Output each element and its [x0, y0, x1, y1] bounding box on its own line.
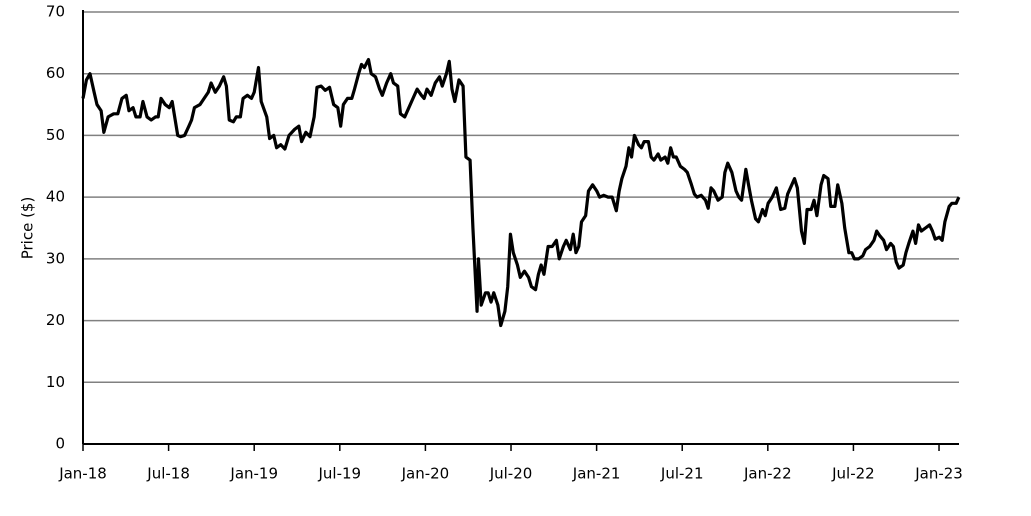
- x-tick-label: Jan-19: [229, 465, 278, 483]
- y-tick-label: 30: [46, 249, 65, 267]
- y-tick-label: 40: [46, 188, 65, 206]
- y-tick-label: 50: [46, 126, 65, 144]
- price-line: [81, 57, 961, 328]
- x-tick-label: Jul-21: [660, 465, 704, 483]
- x-tick-label: Jul-19: [318, 465, 362, 483]
- x-tick-label: Jan-21: [572, 465, 621, 483]
- x-tick-label: Jul-18: [146, 465, 190, 483]
- x-tick-label: Jul-20: [489, 465, 533, 483]
- x-tick-label: Jan-18: [58, 465, 107, 483]
- y-tick-label: 60: [46, 64, 65, 82]
- y-tick-label: 10: [46, 373, 65, 391]
- y-tick-label: 20: [46, 311, 65, 329]
- x-tick-label: Jan-20: [401, 465, 450, 483]
- y-axis-label: Price ($): [19, 197, 37, 260]
- x-tick-label: Jul-22: [831, 465, 875, 483]
- x-tick-label: Jan-23: [914, 465, 963, 483]
- x-tick-label: Jan-22: [743, 465, 792, 483]
- y-tick-label: 70: [46, 3, 65, 21]
- y-tick-label: 0: [55, 435, 65, 453]
